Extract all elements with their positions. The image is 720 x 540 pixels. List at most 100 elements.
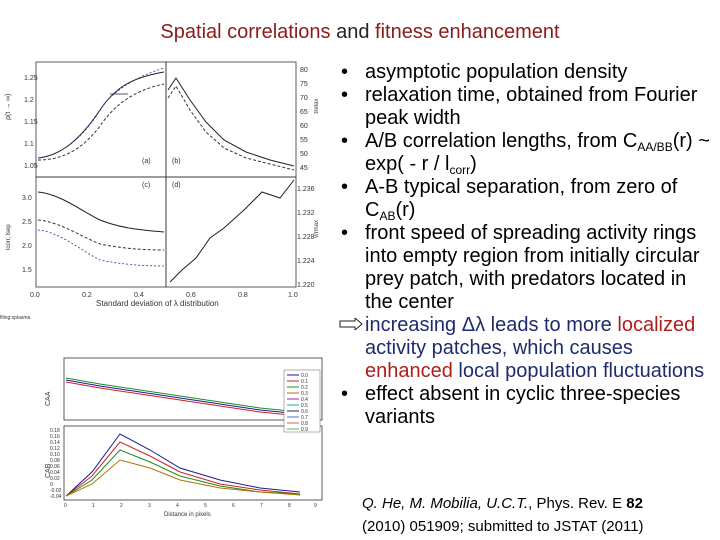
svg-text:1.2: 1.2 <box>24 97 34 104</box>
svg-text:7: 7 <box>260 503 263 509</box>
bullet-item: effect absent in cyclic three-species va… <box>335 383 715 429</box>
svg-text:0.4: 0.4 <box>301 397 308 403</box>
svg-text:3: 3 <box>148 503 151 509</box>
svg-text:0.14: 0.14 <box>50 440 60 446</box>
title-part-1: Spatial correlations <box>160 21 337 43</box>
panel-c-curve-3 <box>37 229 165 267</box>
svg-text:0: 0 <box>64 503 67 509</box>
panel-b-curve-1 <box>167 77 295 167</box>
svg-text:1.236: 1.236 <box>297 186 315 193</box>
svg-text:6: 6 <box>232 503 235 509</box>
svg-text:0.5: 0.5 <box>301 403 308 409</box>
slide-title: Spatial correlations and fitness enhance… <box>0 21 720 44</box>
svg-text:1: 1 <box>92 503 95 509</box>
bottom-xlabel: Distance in pixels <box>164 512 211 518</box>
svg-text:65: 65 <box>300 109 308 116</box>
top-xlabel: Standard deviation of λ distribution <box>96 299 219 308</box>
svg-text:-0.04: -0.04 <box>50 494 62 500</box>
svg-text:1.15: 1.15 <box>24 119 38 126</box>
bullet-item: front speed of spreading activity rings … <box>335 222 715 314</box>
svg-text:2.5: 2.5 <box>22 219 32 226</box>
ylabel-c: lcorr, lsep <box>6 224 12 250</box>
svg-text:0.06: 0.06 <box>50 464 60 470</box>
panel-b-frame <box>165 61 297 178</box>
panel-d-curve <box>169 179 295 283</box>
svg-text:45: 45 <box>300 165 308 172</box>
svg-text:70: 70 <box>300 95 308 102</box>
top-caption: filing:xplasma <box>0 315 31 321</box>
svg-text:1.05: 1.05 <box>24 163 38 170</box>
svg-text:0.2: 0.2 <box>82 292 92 299</box>
svg-text:8: 8 <box>288 503 291 509</box>
bullet-item: asymptotic population density <box>335 61 715 84</box>
svg-text:0.8: 0.8 <box>238 292 248 299</box>
bullet-item: A-B typical separation, from zero of CAB… <box>335 176 715 222</box>
ylabel-caa: CAA <box>45 391 52 406</box>
svg-text:55: 55 <box>300 137 308 144</box>
svg-text:0.6: 0.6 <box>301 409 308 415</box>
panel-a-curve-3 <box>37 67 165 159</box>
svg-text:1.5: 1.5 <box>22 267 32 274</box>
svg-text:1.228: 1.228 <box>297 234 315 241</box>
svg-text:0.08: 0.08 <box>50 458 60 464</box>
svg-text:60: 60 <box>300 123 308 130</box>
panel-d-frame <box>165 176 297 288</box>
citation: Q. He, M. Mobilia, U.C.T., Phys. Rev. E … <box>362 495 644 535</box>
panel-c-frame <box>35 176 167 288</box>
title-part-2: and <box>336 21 370 43</box>
title-part-3: fitness enhancement <box>369 21 560 43</box>
svg-text:1.224: 1.224 <box>297 258 315 265</box>
panel-a-curve-1 <box>37 71 165 159</box>
svg-text:2: 2 <box>120 503 123 509</box>
svg-text:4: 4 <box>176 503 179 509</box>
svg-text:0.12: 0.12 <box>50 446 60 452</box>
bullet-item: relaxation time, obtained from Fourier p… <box>335 84 715 130</box>
ylabel-b: τrelax <box>314 99 320 114</box>
svg-text:0.4: 0.4 <box>134 292 144 299</box>
panel-a-curve-2 <box>37 83 165 161</box>
svg-text:0: 0 <box>50 482 53 488</box>
svg-text:0.7: 0.7 <box>301 415 308 421</box>
cab-frame <box>63 425 323 501</box>
svg-text:0.3: 0.3 <box>301 391 308 397</box>
svg-text:0.1: 0.1 <box>301 379 308 385</box>
svg-text:9: 9 <box>314 503 317 509</box>
panel-label-d: (d) <box>172 182 181 189</box>
svg-text:0.04: 0.04 <box>50 470 60 476</box>
svg-text:0.9: 0.9 <box>301 427 308 433</box>
bullet-list: asymptotic population density relaxation… <box>335 61 715 429</box>
svg-text:-0.02: -0.02 <box>50 488 62 494</box>
implies-arrow-icon <box>339 318 363 330</box>
bullet-item: A/B correlation lengths, from CAA/BB(r) … <box>335 130 715 176</box>
figure-panels: (a) ρ(t → ∞) 1.25 1.2 1.15 1.1 1.05 (b) … <box>0 61 323 518</box>
svg-text:1.232: 1.232 <box>297 210 315 217</box>
arrow-item: increasing Δλ leads to more localized ac… <box>335 314 715 383</box>
panel-label-a: (a) <box>142 158 151 165</box>
svg-text:2.0: 2.0 <box>22 243 32 250</box>
svg-text:1.25: 1.25 <box>24 75 38 82</box>
svg-text:5: 5 <box>204 503 207 509</box>
legend-box <box>283 369 321 433</box>
panel-label-b: (b) <box>172 158 181 165</box>
svg-text:0.16: 0.16 <box>50 434 60 440</box>
ylabel-a: ρ(t → ∞) <box>5 94 12 120</box>
svg-text:0.2: 0.2 <box>301 385 308 391</box>
svg-text:80: 80 <box>300 67 308 74</box>
svg-text:0.6: 0.6 <box>186 292 196 299</box>
caa-frame <box>63 357 323 421</box>
svg-text:50: 50 <box>300 151 308 158</box>
svg-text:0.18: 0.18 <box>50 428 60 434</box>
svg-text:0.8: 0.8 <box>301 421 308 427</box>
svg-text:3.0: 3.0 <box>22 195 32 202</box>
svg-text:1.0: 1.0 <box>288 292 298 299</box>
svg-text:0.0: 0.0 <box>301 373 308 379</box>
panel-c-curve-1 <box>37 191 165 233</box>
svg-text:1.220: 1.220 <box>297 282 315 289</box>
svg-text:0.0: 0.0 <box>30 292 40 299</box>
panel-label-c: (c) <box>142 182 150 189</box>
svg-text:75: 75 <box>300 81 308 88</box>
ylabel-d: v/rmax <box>314 220 320 238</box>
svg-text:0.02: 0.02 <box>50 476 60 482</box>
ylabel-cab: CAB <box>45 463 52 478</box>
panel-b-curve-2 <box>167 85 295 171</box>
